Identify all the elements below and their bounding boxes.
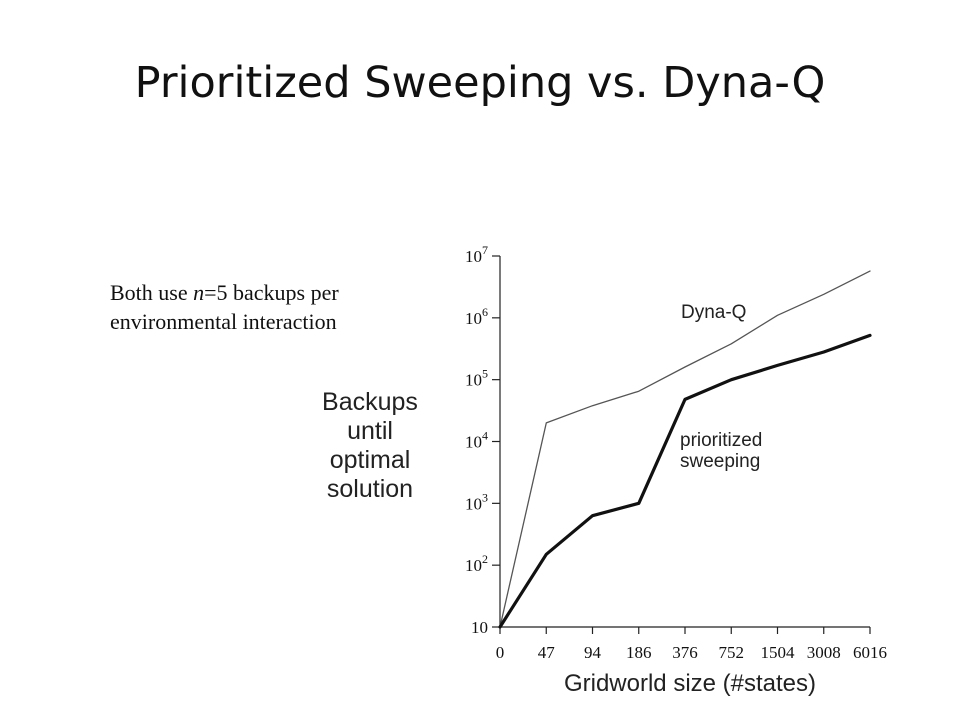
y-tick-label: 102	[465, 552, 488, 575]
y-tick-label: 103	[465, 490, 488, 513]
series-line-dyna-q	[499, 270, 871, 628]
y-tick-label: 105	[465, 367, 488, 390]
y-axis-label-line: solution	[326, 475, 414, 503]
x-tick-label: 94	[584, 643, 602, 662]
x-tick-label: 0	[496, 643, 505, 662]
series-label-line: sweeping	[680, 451, 761, 472]
y-axis-label: Backups until optimal solution	[300, 388, 440, 504]
y-tick-label: 104	[465, 429, 488, 452]
x-tick-label: 1504	[761, 643, 796, 662]
x-tick-label: 752	[719, 643, 745, 662]
x-tick-label: 376	[672, 643, 698, 662]
series-line-prioritized-sweeping	[498, 333, 872, 629]
x-tick-label: 6016	[853, 643, 887, 662]
note-post: =5 backups per	[204, 280, 339, 305]
y-axis-label-line: Backups	[322, 388, 418, 416]
x-axis-label: Gridworld size (#states)	[563, 670, 817, 697]
series-label-line: prioritized	[680, 430, 763, 451]
x-tick-label: 186	[626, 643, 652, 662]
y-tick-label: 107	[465, 243, 488, 266]
series-label-dyna-q: Dyna-Q	[681, 302, 746, 323]
note-var: n	[193, 280, 205, 305]
y-axis-label-line: until	[347, 417, 393, 445]
note-pre: Both use	[110, 280, 194, 305]
y-axis-label-line: optimal	[329, 446, 411, 474]
note-line-1: Both use n=5 backups per	[110, 278, 339, 307]
note-line-2: environmental interaction	[110, 309, 337, 334]
series-label-line: Dyna-Q	[681, 302, 747, 323]
note-text: Both use n=5 backups per environmental i…	[110, 278, 339, 336]
y-tick-label: 106	[465, 305, 488, 328]
series-label-prioritized-sweeping: prioritized sweeping	[680, 430, 762, 472]
y-tick-label: 10	[471, 618, 488, 637]
slide-title: Prioritized Sweeping vs. Dyna-Q	[134, 58, 826, 108]
x-tick-label: 3008	[807, 643, 841, 662]
x-tick-label: 47	[538, 643, 556, 662]
